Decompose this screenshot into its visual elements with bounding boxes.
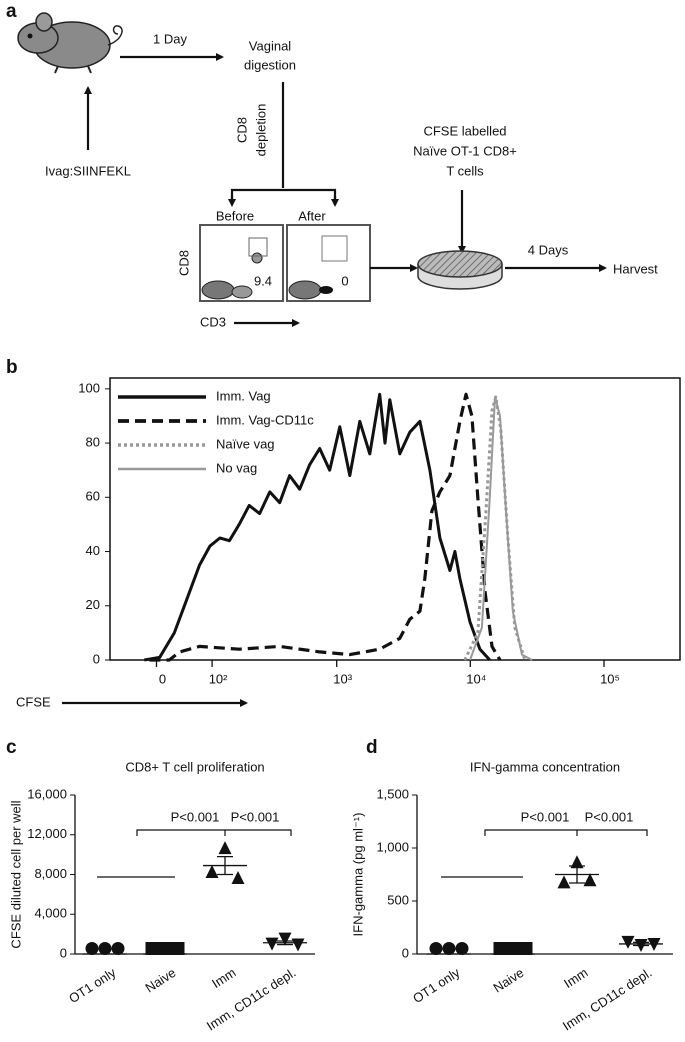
y-tick-label: 16,000 [27,786,67,801]
y-tick-label: 80 [86,435,100,450]
x-tick-label: 10⁴ [466,671,486,686]
y-tick-label: 4,000 [34,906,67,921]
x-tick-label: 10³ [333,671,352,686]
panel-a: a Ivag:SIINFEKL 1 Day Vaginal digestion … [6,1,658,329]
error-bar [217,855,233,876]
y-tick-label: 60 [86,489,100,504]
point [493,942,507,955]
y-tick-label: 8,000 [34,866,67,881]
x-tick-label: Imm [561,965,590,991]
point [519,942,533,955]
point [231,870,245,884]
x-tick-label: Naive [142,965,178,996]
point [455,942,469,955]
y-tick-label: 12,000 [27,826,67,841]
mouse-icon [17,12,123,74]
point [442,942,456,955]
point [583,873,597,887]
y-tick-label: 40 [86,543,100,558]
x-tick-label: 10⁵ [600,671,620,686]
flow-plot [199,224,371,302]
series-line [469,396,533,661]
y-axis-label: CFSE diluted cell per well [8,800,23,948]
plot-label: After [298,208,326,223]
y-axis-label: IFN-gamma (pg ml⁻¹) [350,813,365,937]
panel-letter: c [6,737,17,758]
step-label: depletion [253,104,268,157]
cell-label: T cells [446,163,484,178]
y-tick-label: 1,500 [376,786,409,801]
point [205,865,219,879]
annotation: P<0.001 [521,809,570,824]
series-line [149,392,502,662]
x-tick-label: 0 [159,671,166,686]
cell-label: Naïve OT-1 CD8+ [413,143,517,158]
mouse-label: Ivag:SIINFEKL [45,163,131,178]
panel-letter: d [366,737,378,758]
point [158,942,172,955]
cell-label: CFSE labelled [423,123,506,138]
y-tick-label: 500 [387,892,409,907]
step-label: Vaginal [249,38,292,53]
point [634,939,648,953]
point [171,942,185,955]
annotation: P<0.001 [231,809,280,824]
point [570,855,584,869]
step-label: 1 Day [153,31,187,46]
x-tick-label: OT1 only [66,965,119,1007]
point [145,942,159,955]
chart-title: CD8+ T cell proliferation [125,759,264,774]
bracket [484,829,648,836]
x-axis-label: CFSE [16,694,51,709]
legend-label: Naïve vag [216,436,275,451]
gate-value: 9.4 [254,273,272,288]
panel-letter: a [6,1,17,22]
panel-letter: b [6,357,18,378]
y-tick-label: 20 [86,597,100,612]
step-label: digestion [244,57,296,72]
chart-title: IFN-gamma concentration [470,759,620,774]
x-tick-label: 10² [209,671,228,686]
series-line [144,392,491,662]
bracket [136,829,292,836]
gate-value: 0 [341,273,348,288]
series-line [463,395,527,661]
point [85,942,99,955]
step-label: 4 Days [528,242,569,257]
axis-label: CD3 [200,314,226,329]
y-tick-label: 0 [60,945,67,960]
point [621,935,635,949]
x-tick-label: OT1 only [410,965,463,1007]
point [506,942,520,955]
charts: b 0 20 40 60 80 100 0 10² 10³ 10⁴ 10⁵ CFSE Imm. Vag Im… [6,357,681,1034]
plot-label: Before [216,208,254,223]
axis-label: CD8 [176,250,191,276]
point [218,841,232,855]
annotation: P<0.001 [171,809,220,824]
connector [230,188,337,200]
point [98,942,112,955]
point [429,942,443,955]
petri-dish [417,250,503,290]
step-label: Harvest [613,261,658,276]
point [647,937,661,951]
point [111,942,125,955]
legend-label: Imm. Vag-CD11c [216,412,314,427]
y-tick-label: 100 [78,380,100,395]
y-tick-label: 1,000 [376,839,409,854]
legend-label: Imm. Vag [216,388,271,403]
y-tick-label: 0 [93,651,100,666]
x-tick-label: Imm [209,965,238,991]
plot-frame [109,377,681,661]
step-label: CD8 [234,117,249,143]
point [278,932,292,946]
x-tick-label: Naive [490,965,526,996]
point [291,938,305,952]
point [265,937,279,951]
annotation: P<0.001 [585,809,634,824]
y-tick-label: 0 [402,945,409,960]
point [557,875,571,889]
legend-label: No vag [216,460,257,475]
